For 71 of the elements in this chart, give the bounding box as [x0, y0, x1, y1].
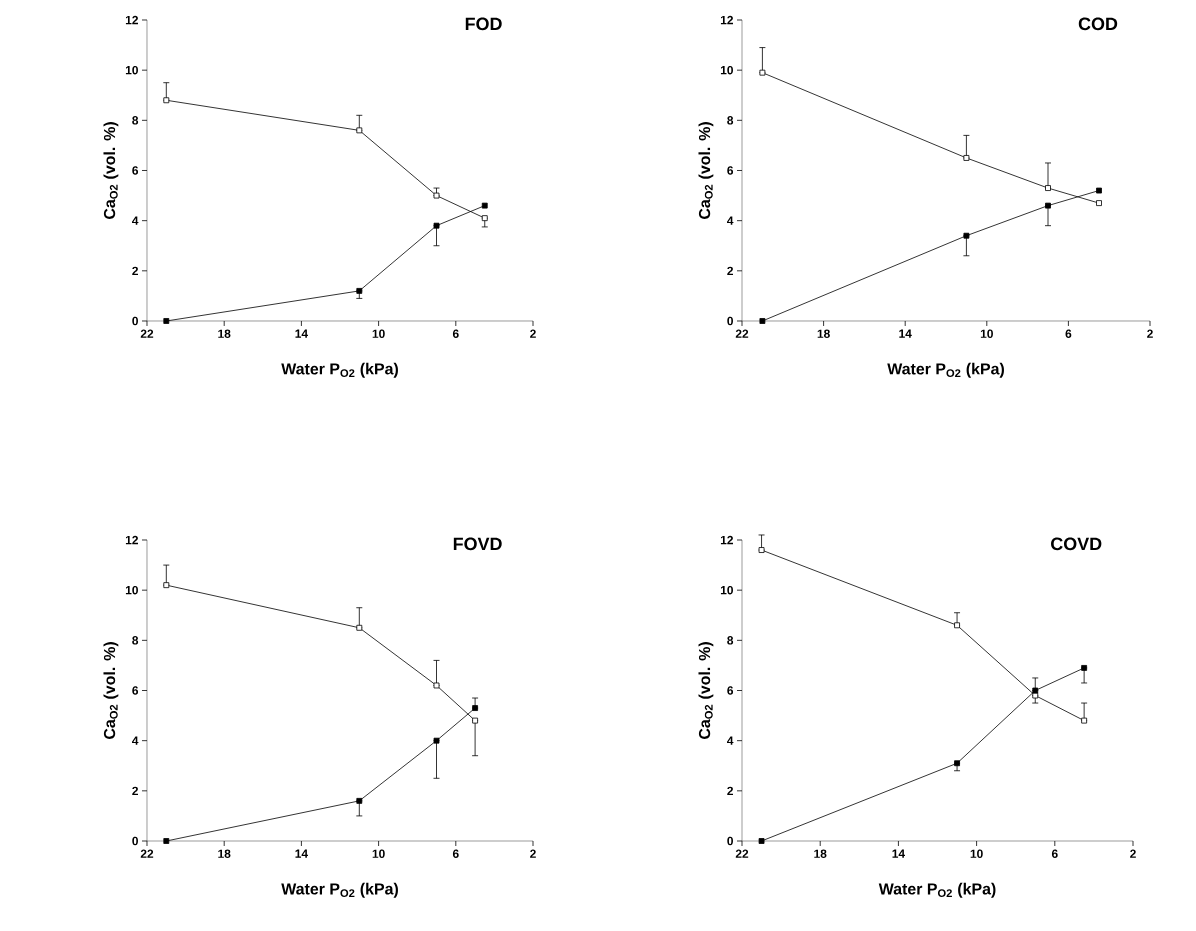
point: [163, 838, 170, 844]
y-tick-label: 4: [132, 736, 139, 745]
chart-title: FOD: [465, 17, 502, 31]
x-tick-label: 10: [970, 849, 983, 858]
y-tick-label: 4: [727, 736, 734, 745]
x-tick-label: 18: [218, 329, 231, 338]
chart-title: COD: [1078, 17, 1118, 31]
x-tick-label: 22: [140, 849, 154, 858]
y-tick-label: 4: [132, 216, 139, 225]
x-tick-label: 10: [372, 329, 385, 338]
y-axis-title: Ca$_{O2}$ (vol. %): [103, 642, 119, 740]
y-axis-title: Ca$_{O2}$ (vol. %): [698, 122, 714, 220]
point: [759, 318, 766, 324]
x-tick-label: 2: [530, 329, 536, 338]
x-tick-label: 14: [899, 329, 912, 338]
x-axis-title: Water P$_{O2}$ (kPa): [878, 882, 996, 898]
x-tick-label: 6: [1051, 849, 1058, 858]
chart-title: FOVD: [453, 537, 502, 551]
x-axis-title: Water P$_{O2}$ (kPa): [281, 882, 398, 898]
y-tick-label: 6: [132, 166, 139, 175]
y-tick-label: 6: [727, 686, 734, 695]
point: [1096, 187, 1102, 194]
x-tick-label: 22: [735, 849, 749, 858]
y-tick-label: 2: [132, 266, 138, 275]
x-tick-label: 2: [1130, 849, 1136, 858]
y-tick-label: 8: [132, 636, 139, 645]
x-tick-label: 14: [892, 849, 905, 858]
y-axis-title: Ca$_{O2}$ (vol. %): [698, 642, 714, 740]
x-tick-label: 14: [295, 849, 308, 858]
y-tick-label: 0: [727, 316, 733, 326]
x-tick-label: 18: [814, 849, 827, 858]
chart-title: COVD: [1051, 537, 1102, 551]
y-tick-label: 0: [132, 836, 138, 846]
y-tick-label: 0: [727, 836, 733, 846]
point: [163, 318, 170, 324]
x-tick-label: 6: [1065, 329, 1072, 338]
y-tick-label: 2: [727, 786, 734, 796]
y-tick-label: 8: [132, 116, 139, 125]
y-tick-label: 2: [132, 786, 138, 796]
x-axis-title: Water P$_{O2}$ (kPa): [281, 362, 398, 378]
y-tick-label: 12: [720, 15, 733, 25]
x-tick-label: 2: [1147, 329, 1153, 338]
x-tick-label: 22: [140, 329, 154, 338]
y-axis-title: Ca$_{O2}$ (vol. %): [103, 122, 119, 220]
x-tick-label: 2: [530, 849, 536, 858]
y-tick-label: 12: [125, 15, 138, 25]
x-axis-title: Water P$_{O2}$ (kPa): [887, 362, 1004, 378]
x-tick-label: 18: [218, 849, 231, 858]
y-tick-label: 12: [720, 535, 733, 545]
y-tick-label: 10: [720, 65, 733, 75]
y-tick-label: 10: [125, 65, 138, 75]
y-tick-label: 6: [132, 686, 139, 695]
x-tick-label: 14: [295, 329, 308, 338]
point: [758, 838, 765, 844]
y-tick-label: 0: [132, 316, 138, 326]
x-tick-label: 10: [372, 849, 385, 858]
x-tick-label: 22: [735, 329, 749, 338]
point: [1096, 200, 1102, 206]
x-tick-label: 6: [452, 849, 459, 858]
y-tick-label: 10: [125, 585, 138, 595]
y-tick-label: 12: [125, 535, 138, 545]
y-tick-label: 2: [727, 266, 734, 275]
x-tick-label: 18: [817, 329, 830, 338]
y-tick-label: 10: [720, 585, 733, 595]
point: [481, 202, 488, 209]
y-tick-label: 4: [727, 216, 734, 225]
y-tick-label: 8: [727, 116, 734, 125]
y-tick-label: 8: [727, 636, 734, 645]
y-tick-label: 6: [727, 166, 734, 175]
x-tick-label: 10: [980, 329, 993, 338]
x-tick-label: 6: [452, 329, 459, 338]
